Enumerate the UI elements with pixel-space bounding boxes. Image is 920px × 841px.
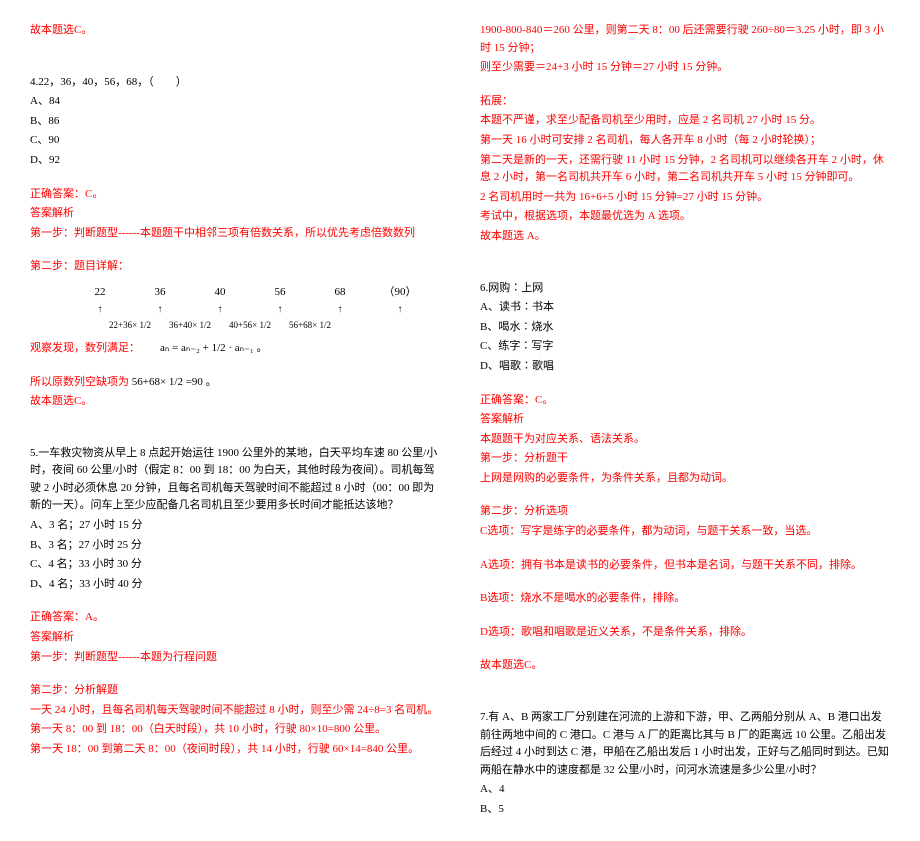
q4-stem: 4.22，36，40，56，68，（ ）	[30, 74, 440, 92]
q6-l3: 上网是网购的必要条件，为条件关系，且都为动词。	[480, 470, 890, 488]
diag-e3: 56+68× 1/2	[280, 318, 340, 332]
q6-answer: 正确答案：C。	[480, 392, 890, 410]
q5-step1: 第一步：判断题型------本题为行程问题	[30, 649, 440, 667]
q6-l2: 第一步：分析题干	[480, 450, 890, 468]
q4-optD: D、92	[30, 152, 440, 170]
q7-optB: B、5	[480, 801, 890, 819]
q5-conc: 故本题选 A。	[480, 228, 890, 246]
q5-optA: A、3 名；27 小时 15 分	[30, 517, 440, 535]
q5-ext2: 第一天 16 小时可安排 2 名司机，每人各开车 8 小时（每 2 小时轮换）；	[480, 132, 890, 150]
q4-diagram: 22 36 40 56 68 （90） ↑↑↑↑↑↑ 22+36× 1/2 36…	[70, 284, 440, 332]
q5-l2: 第一天 8：00 到 18：00（白天时段），共 10 小时，行驶 80×10=…	[30, 721, 440, 739]
diag-n3: 56	[250, 284, 310, 302]
q4-conc-expr: 56+68× 1/2 =90 。	[132, 376, 217, 388]
diag-e2: 40+56× 1/2	[220, 318, 280, 332]
q6-l6: A选项：拥有书本是读书的必要条件，但书本是名词，与题干关系不同，排除。	[480, 557, 890, 575]
q6-conc: 故本题选C。	[480, 657, 890, 675]
q5-stem: 5.一车救灾物资从早上 8 点起开始运往 1900 公里外的某地，白天平均车速 …	[30, 445, 440, 515]
q4-optA: A、84	[30, 93, 440, 111]
q5-l4: 1900-800-840＝260 公里，则第二天 8：00 后还需要行驶 260…	[480, 22, 890, 57]
q5-answer: 正确答案：A。	[30, 609, 440, 627]
q5-ext1: 本题不严谨，求至少配备司机至少用时，应是 2 名司机 27 小时 15 分。	[480, 112, 890, 130]
q6-l8: D选项：歌唱和唱歌是近义关系，不是条件关系，排除。	[480, 624, 890, 642]
q4-conc2: 故本题选C。	[30, 393, 440, 411]
q6-l1: 本题题干为对应关系、语法关系。	[480, 431, 890, 449]
q5-ext5: 考试中，根据选项，本题最优选为 A 选项。	[480, 208, 890, 226]
diag-e1: 36+40× 1/2	[160, 318, 220, 332]
q7-optA: A、4	[480, 781, 890, 799]
q5-optC: C、4 名；33 小时 30 分	[30, 556, 440, 574]
q6-l5: C选项：写字是练字的必要条件，都为动词，与题干关系一致，当选。	[480, 523, 890, 541]
diag-e0: 22+36× 1/2	[100, 318, 160, 332]
q5-ext4: 2 名司机用时一共为 16+6+5 小时 15 分钟=27 小时 15 分钟。	[480, 189, 890, 207]
q4-conc1: 所以原数列空缺项为 56+68× 1/2 =90 。	[30, 374, 440, 392]
q4-step2: 第二步：题目详解：	[30, 258, 440, 276]
q5-ext3: 第二天是新的一天，还需行驶 11 小时 15 分钟，2 名司机可以继续各开车 2…	[480, 152, 890, 187]
diag-n5: （90）	[370, 284, 430, 302]
q6-optC: C、练字∶写字	[480, 338, 890, 356]
q6-ans-label: 答案解析	[480, 411, 890, 429]
q4-step1: 第一步：判断题型------本题题干中相邻三项有倍数关系，所以优先考虑倍数数列	[30, 225, 440, 243]
q4-answer: 正确答案：C。	[30, 186, 440, 204]
prev-conclusion: 故本题选C。	[30, 22, 440, 40]
diag-n0: 22	[70, 284, 130, 302]
right-column: 1900-800-840＝260 公里，则第二天 8：00 后还需要行驶 260…	[480, 20, 890, 821]
left-column: 故本题选C。 4.22，36，40，56，68，（ ） A、84 B、86 C、…	[30, 20, 440, 821]
q5-ans-label: 答案解析	[30, 629, 440, 647]
q5-step2: 第二步：分析解题	[30, 682, 440, 700]
q7-stem: 7.有 A、B 两家工厂分别建在河流的上游和下游，甲、乙两船分别从 A、B 港口…	[480, 709, 890, 779]
q5-l3: 第一天 18：00 到第二天 8：00（夜间时段），共 14 小时，行驶 60×…	[30, 741, 440, 759]
diag-n1: 36	[130, 284, 190, 302]
q5-l1: 一天 24 小时，且每名司机每天驾驶时间不能超过 8 小时，则至少需 24÷8=…	[30, 702, 440, 720]
q4-optB: B、86	[30, 113, 440, 131]
q6-l4: 第二步：分析选项	[480, 503, 890, 521]
q5-optD: D、4 名；33 小时 40 分	[30, 576, 440, 594]
q4-formula: aₙ = aₙ₋₂ + 1/2 · aₙ₋₁ 。	[160, 342, 267, 354]
q5-l5: 则至少需要＝24+3 小时 15 分钟＝27 小时 15 分钟。	[480, 59, 890, 77]
diag-n4: 68	[310, 284, 370, 302]
q4-ans-label: 答案解析	[30, 205, 440, 223]
q4-optC: C、90	[30, 132, 440, 150]
q6-stem: 6.网购∶上网	[480, 280, 890, 298]
q4-obs: 观察发现，数列满足：aₙ = aₙ₋₂ + 1/2 · aₙ₋₁ 。	[30, 340, 440, 358]
q6-optA: A、读书∶书本	[480, 299, 890, 317]
q5-ext-h: 拓展：	[480, 93, 890, 111]
diag-n2: 40	[190, 284, 250, 302]
q6-l7: B选项：烧水不是喝水的必要条件，排除。	[480, 590, 890, 608]
q6-optB: B、喝水∶烧水	[480, 319, 890, 337]
q6-optD: D、唱歌∶歌唱	[480, 358, 890, 376]
q5-optB: B、3 名；27 小时 25 分	[30, 537, 440, 555]
